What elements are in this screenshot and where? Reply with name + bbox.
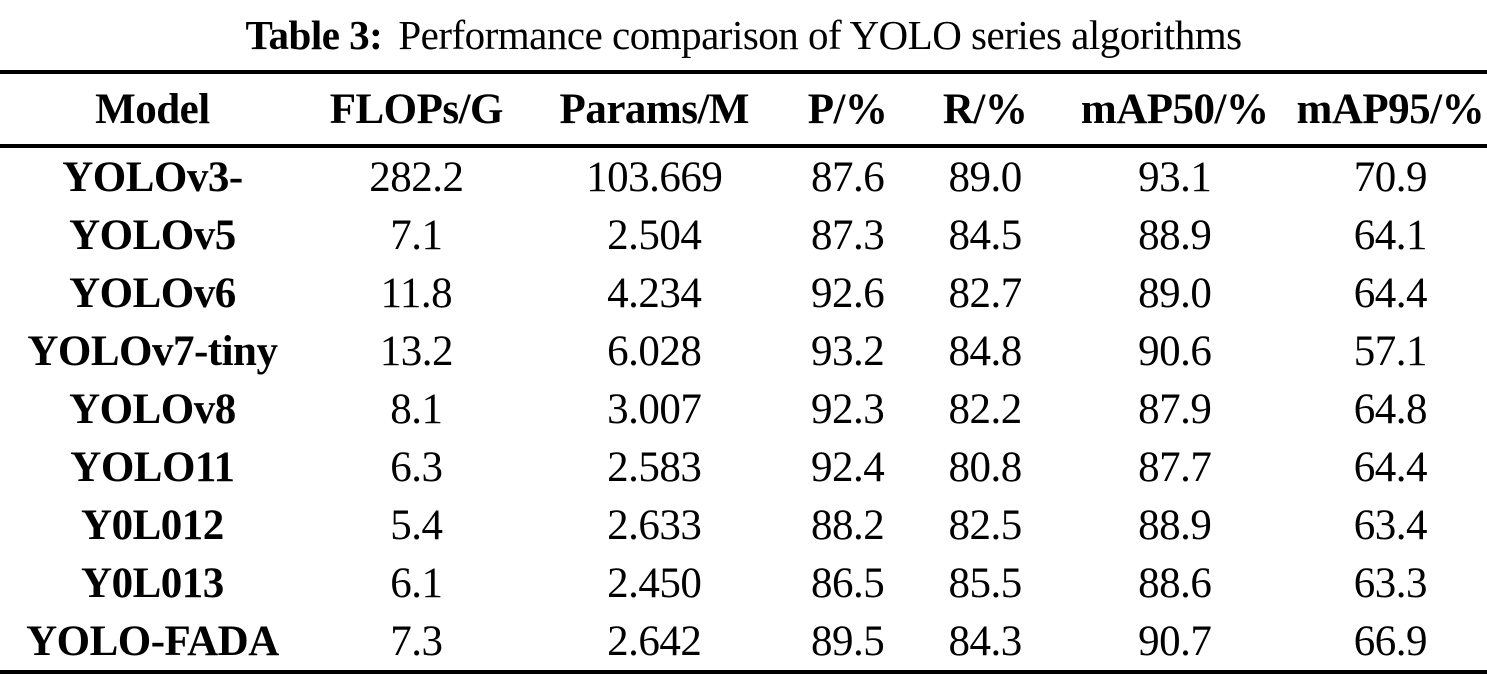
value-cell: 64.4 — [1353, 443, 1428, 491]
table-row: YOLOv5 7.1 2.504 87.3 84.5 88.9 64.1 — [0, 206, 1487, 264]
value-cell: 92.6 — [810, 269, 885, 317]
value-cell: 93.2 — [810, 327, 885, 375]
model-cell: YOLO11 — [70, 443, 235, 491]
value-cell: 2.633 — [607, 501, 702, 549]
header-row: Model FLOPs/G Params/M P/% R/% mAP50/% m… — [0, 72, 1487, 148]
value-cell: 88.2 — [810, 501, 885, 549]
column-header-model: Model — [0, 72, 305, 148]
value-cell: 64.8 — [1353, 385, 1428, 433]
column-header-r: R/% — [914, 72, 1056, 148]
table-row: YOLOv3- 282.2 103.669 87.6 89.0 93.1 70.9 — [0, 146, 1487, 206]
value-cell: 4.234 — [607, 269, 702, 317]
value-cell: 6.1 — [390, 559, 443, 607]
value-cell: 3.007 — [607, 385, 702, 433]
value-cell: 11.8 — [380, 269, 453, 317]
value-cell: 80.8 — [948, 443, 1022, 491]
performance-table: Model FLOPs/G Params/M P/% R/% mAP50/% m… — [0, 70, 1487, 674]
table-row: YOLOv7-tiny 13.2 6.028 93.2 84.8 90.6 57.1 — [0, 322, 1487, 380]
table-body: YOLOv3- 282.2 103.669 87.6 89.0 93.1 70.9 YOLOv… — [0, 146, 1487, 672]
value-cell: 86.5 — [810, 559, 885, 607]
value-cell: 93.1 — [1138, 153, 1212, 201]
value-cell: 13.2 — [379, 327, 454, 375]
value-cell: 82.2 — [948, 385, 1022, 433]
model-cell: YOLOv5 — [69, 211, 236, 259]
table-caption-label: Table 3: — [245, 12, 383, 58]
value-cell: 87.7 — [1138, 443, 1212, 491]
value-cell: 6.028 — [607, 327, 702, 375]
value-cell: 92.4 — [810, 443, 885, 491]
model-cell: Y0L013 — [81, 559, 224, 607]
value-cell: 2.450 — [607, 559, 702, 607]
table-header: Model FLOPs/G Params/M P/% R/% mAP50/% m… — [0, 72, 1487, 148]
model-cell: YOLOv8 — [69, 385, 236, 433]
value-cell: 87.9 — [1138, 385, 1212, 433]
value-cell: 92.3 — [810, 385, 885, 433]
value-cell: 66.9 — [1353, 617, 1428, 665]
value-cell: 88.9 — [1138, 211, 1212, 259]
value-cell: 88.9 — [1138, 501, 1212, 549]
value-cell: 103.669 — [586, 153, 723, 201]
value-cell: 84.3 — [948, 617, 1022, 665]
value-cell: 2.504 — [607, 211, 702, 259]
value-cell: 2.642 — [607, 617, 702, 665]
model-cell: YOLOv6 — [69, 269, 236, 317]
table-row: YOLOv8 8.1 3.007 92.3 82.2 87.9 64.8 — [0, 380, 1487, 438]
column-header-map95: mAP95/% — [1293, 72, 1487, 148]
value-cell: 2.583 — [607, 443, 702, 491]
value-cell: 6.3 — [390, 443, 443, 491]
value-cell: 5.4 — [390, 501, 443, 549]
value-cell: 89.5 — [810, 617, 885, 665]
value-cell: 64.1 — [1353, 211, 1428, 259]
value-cell: 89.0 — [948, 153, 1022, 201]
value-cell: 84.8 — [948, 327, 1022, 375]
column-header-map50: mAP50/% — [1055, 72, 1294, 148]
value-cell: 63.3 — [1353, 559, 1428, 607]
value-cell: 89.0 — [1138, 269, 1212, 317]
value-cell: 90.6 — [1138, 327, 1212, 375]
value-cell: 70.9 — [1353, 153, 1428, 201]
model-cell: YOLO-FADA — [26, 617, 279, 665]
table-caption-text: Performance comparison of YOLO series al… — [398, 12, 1242, 58]
table-row: Y0L012 5.4 2.633 88.2 82.5 88.9 63.4 — [0, 496, 1487, 554]
model-cell: Y0L012 — [81, 501, 224, 549]
model-cell: YOLOv7-tiny — [27, 327, 278, 375]
value-cell: 87.6 — [810, 153, 885, 201]
table-row: YOLO11 6.3 2.583 92.4 80.8 87.7 64.4 — [0, 438, 1487, 496]
table-row: Y0L013 6.1 2.450 86.5 85.5 88.6 63.3 — [0, 554, 1487, 612]
value-cell: 282.2 — [369, 153, 464, 201]
table-row: YOLOv6 11.8 4.234 92.6 82.7 89.0 64.4 — [0, 264, 1487, 322]
column-header-flops: FLOPs/G — [304, 72, 528, 148]
value-cell: 88.6 — [1138, 559, 1212, 607]
value-cell: 64.4 — [1353, 269, 1428, 317]
column-header-params: Params/M — [527, 72, 781, 148]
value-cell: 90.7 — [1138, 617, 1212, 665]
value-cell: 8.1 — [390, 385, 443, 433]
model-cell: YOLOv3- — [62, 153, 243, 201]
table-row: YOLO-FADA 7.3 2.642 89.5 84.3 90.7 66.9 — [0, 612, 1487, 672]
value-cell: 57.1 — [1353, 327, 1428, 375]
value-cell: 82.7 — [948, 269, 1022, 317]
value-cell: 7.3 — [390, 617, 443, 665]
value-cell: 82.5 — [948, 501, 1022, 549]
value-cell: 85.5 — [948, 559, 1022, 607]
table-caption: Table 3: Performance comparison of YOLO … — [0, 0, 1487, 70]
value-cell: 84.5 — [948, 211, 1022, 259]
value-cell: 7.1 — [390, 211, 443, 259]
column-header-p: P/% — [780, 72, 915, 148]
value-cell: 63.4 — [1353, 501, 1428, 549]
value-cell: 87.3 — [810, 211, 885, 259]
